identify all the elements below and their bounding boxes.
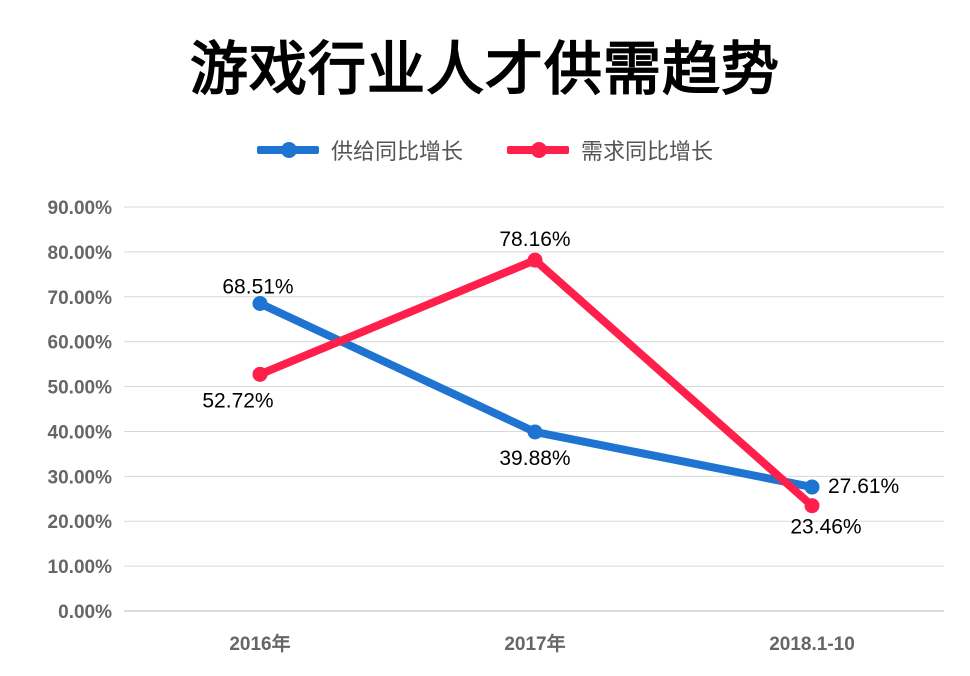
y-tick-label: 50.00% [48,378,113,399]
legend-label-supply: 供给同比增长 [330,140,463,165]
data-label: 52.72% [202,389,273,412]
legend-label-demand: 需求同比增长 [581,140,714,165]
data-point [252,295,268,311]
data-point [804,498,820,514]
legend-swatch-supply [256,142,319,158]
y-tick-label: 30.00% [48,467,113,488]
x-tick-label: 2016年 [229,632,290,655]
legend-item-demand: 需求同比增长 [507,134,713,166]
x-tick-label: 2018.1-10 [769,634,855,655]
y-tick-label: 70.00% [48,288,113,309]
data-point [527,424,543,440]
y-tick-label: 80.00% [48,243,113,264]
data-point [527,252,543,268]
legend: 供给同比增长 需求同比增长 [0,134,970,166]
data-point [804,479,820,495]
x-tick-label: 2017年 [504,632,565,655]
data-label: 68.51% [222,275,293,298]
y-tick-label: 10.00% [48,557,113,578]
legend-item-supply: 供给同比增长 [256,134,463,166]
data-label: 23.46% [790,516,861,539]
y-tick-label: 90.00% [48,198,113,219]
y-tick-label: 0.00% [58,602,112,623]
data-point [252,366,268,382]
y-tick-label: 20.00% [48,512,113,533]
data-label: 27.61% [828,475,899,498]
chart-title: 游戏行业人才供需趋势 [189,35,780,103]
legend-swatch-demand [507,142,569,158]
y-tick-label: 40.00% [48,422,113,443]
y-tick-label: 60.00% [48,333,113,354]
data-label: 78.16% [499,228,570,251]
data-label: 39.88% [499,447,570,470]
